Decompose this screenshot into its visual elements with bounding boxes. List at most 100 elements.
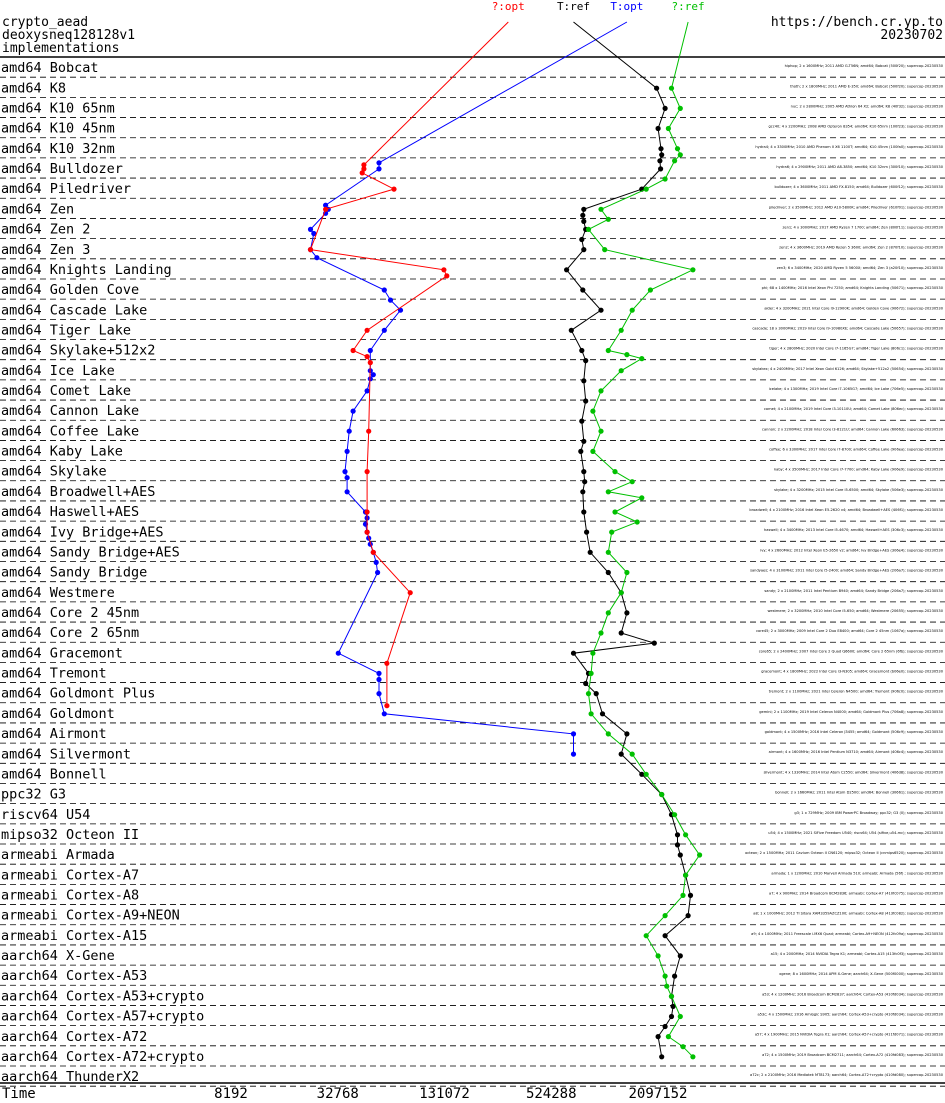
data-point [629,307,635,313]
machine-note: core45; 2 x 3000MHz; 2009 Intel Core 2 D… [756,629,944,633]
machine-note: hiphop; 2 x 1600MHz; 2011 AMD G-T56N; am… [785,64,944,68]
category-label: amd64 Core 2 65nm [1,625,139,641]
data-point [672,158,678,164]
data-point [624,569,630,576]
category-label: armeabi Cortex-A7 [1,867,139,883]
data-point [618,630,624,636]
data-point [581,218,587,224]
data-point [605,347,611,354]
category-label: ppc32 G3 [1,787,66,803]
data-point [668,993,675,999]
series-label: T:opt [610,0,643,13]
data-point [683,872,689,878]
category-label: amd64 Golden Cove [1,282,139,298]
data-point [364,469,370,475]
data-point [605,731,611,737]
data-point [579,347,585,354]
machine-note: u54; 4 x 1500MHz; 2021 SiFive Freedom U5… [768,831,943,835]
data-point [344,448,350,454]
data-point [658,166,664,172]
data-point [598,428,604,434]
data-point [599,711,606,717]
data-point [582,479,588,485]
data-point [590,448,596,454]
data-point [381,327,387,333]
category-label: amd64 Coffee Lake [1,423,139,439]
data-point [651,640,657,646]
data-point [364,529,370,535]
data-point [659,791,665,798]
category-label: aarch64 Cortex-A72 [1,1029,147,1045]
data-point [590,650,596,656]
data-point [580,489,586,495]
category-label: amd64 Zen [1,201,74,217]
category-label: amd64 Ice Lake [1,363,115,379]
category-label: mipso32 Octeon II [1,827,139,843]
category-label: amd64 Kaby Lake [1,444,123,460]
data-point [605,216,611,222]
data-point [583,680,589,687]
category-label: amd64 Sandy Bridge+AES [1,544,180,560]
category-label: amd64 Cascade Lake [1,302,147,318]
category-label: amd64 Core 2 45nm [1,605,139,621]
machine-note: hydra6; 4 x 2900MHz; 2011 AMD A8-3850; a… [776,165,943,169]
data-point [387,297,394,303]
data-point [662,913,668,919]
data-point [618,751,624,757]
primitive-name: crypto_aead [2,15,89,30]
category-label: armeabi Cortex-A9+NEON [1,908,180,924]
data-point [581,509,587,515]
data-point [581,206,587,212]
category-label: amd64 K10 45nm [1,121,115,137]
data-point [407,590,413,596]
data-point [662,933,668,939]
machine-note: xgene; 8 x 1600MHz; 2014 APM X-Gene; aar… [779,972,944,976]
category-label: amd64 Comet Lake [1,383,131,399]
data-point [375,569,381,576]
data-point [583,398,589,404]
data-point [697,852,703,858]
category-label: armeabi Armada [1,847,115,863]
machine-note: comet; 4 x 2100MHz; 2019 Intel Core i3-1… [764,407,944,411]
category-label: aarch64 Cortex-A57+crypto [1,1009,204,1025]
data-point [612,469,618,475]
data-point [359,170,365,176]
data-point [629,751,635,757]
machine-note: haswell; 4 x 3400MHz; 2013 Intel Core i5… [764,528,944,532]
data-point [690,1054,696,1060]
data-point [624,352,630,358]
category-label: aarch64 Cortex-A72+crypto [1,1049,204,1065]
data-point [665,125,672,132]
machine-note: bulldozer; 4 x 3600MHz; 2011 AMD FX-8150… [774,185,943,189]
machine-note: tremont; 2 x 1100MHz; 2021 Intel Celeron… [769,690,944,694]
data-point [570,751,577,757]
data-point [581,247,587,253]
data-point [680,1044,686,1050]
category-label: amd64 Airmont [1,726,107,742]
data-point [690,267,696,273]
data-point [581,469,587,475]
machine-note: phi; 68 x 1400MHz; 2016 Intel Xeon Phi 7… [762,286,944,290]
series-label: T:ref [557,0,590,13]
machine-note: ivy; 4 x 2600MHz; 2012 Intel Xeon E5-265… [760,548,943,552]
category-label: aarch64 Cortex-A53+crypto [1,988,204,1004]
data-point [588,670,594,677]
category-label: amd64 Zen 3 [1,242,90,258]
data-point [643,933,649,939]
data-point [685,913,691,919]
data-point [677,852,683,858]
data-point [364,388,370,394]
category-label: aarch64 Cortex-A53 [1,968,147,984]
category-label: aarch64 X-Gene [1,948,115,964]
data-point [662,1023,668,1030]
machine-note: a7; 4 x 900MHz; 2014 Broadcom BCM2836; a… [769,891,944,895]
data-point [677,105,683,111]
machine-note: piledriver; 2 x 3500MHz; 2012 AMD A10-58… [769,205,944,209]
data-point [664,983,670,989]
data-point [581,378,587,384]
data-point [598,307,604,313]
data-point [618,327,624,333]
data-point [655,953,661,959]
data-point [674,146,681,152]
